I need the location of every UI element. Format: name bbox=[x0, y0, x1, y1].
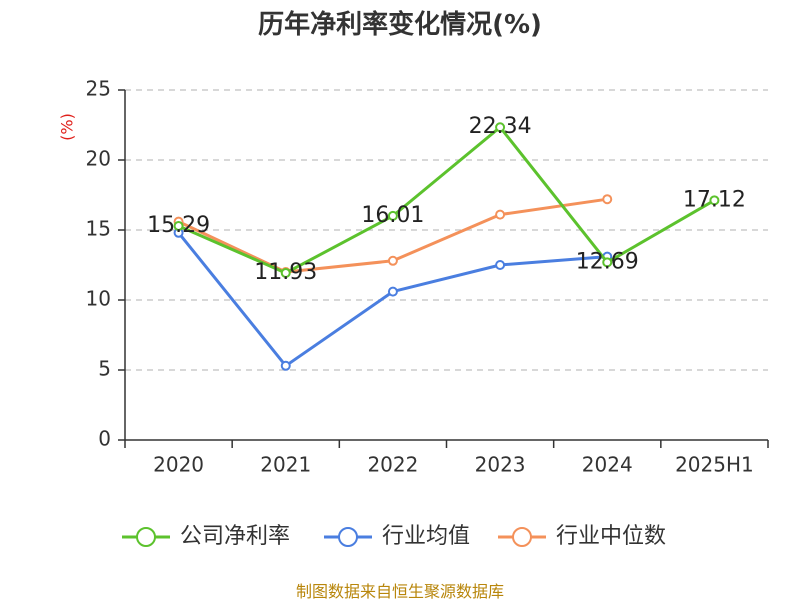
source-note: 制图数据来自恒生聚源数据库 bbox=[295, 582, 504, 601]
legend-item: 行业中位数 bbox=[498, 524, 666, 549]
data-point bbox=[495, 122, 506, 133]
y-tick-label: 0 bbox=[98, 427, 111, 451]
y-tick-label: 15 bbox=[86, 217, 111, 241]
data-label: 11.93 bbox=[254, 260, 317, 285]
data-label: 16.01 bbox=[361, 203, 424, 228]
data-point bbox=[280, 360, 291, 371]
grid-lines bbox=[125, 89, 768, 371]
x-tick-label: 2024 bbox=[582, 453, 633, 477]
data-label: 22.34 bbox=[469, 114, 532, 139]
series-0 bbox=[173, 122, 720, 278]
y-tick-label: 20 bbox=[86, 147, 111, 171]
series-lines bbox=[173, 122, 720, 371]
legend-item: 公司净利率 bbox=[122, 524, 290, 549]
legend-item: 行业均值 bbox=[324, 524, 470, 549]
axes: 0 5 10 15 20 25 2020 2021 2022 2023 2024 2025H1 bbox=[86, 77, 769, 477]
legend-label: 行业均值 bbox=[382, 524, 470, 549]
y-tick-label: 5 bbox=[98, 357, 111, 381]
data-point bbox=[495, 209, 506, 220]
legend-label: 公司净利率 bbox=[180, 524, 290, 549]
y-tick-label: 25 bbox=[86, 77, 111, 101]
data-labels: 15.29 11.93 16.01 22.34 12.69 17.12 bbox=[147, 114, 746, 285]
data-point bbox=[280, 267, 291, 278]
data-point bbox=[173, 220, 184, 231]
data-point bbox=[602, 257, 613, 268]
legend: 公司净利率 行业均值 行业中位数 bbox=[122, 524, 666, 549]
data-point bbox=[709, 195, 720, 206]
data-label: 12.69 bbox=[576, 249, 639, 274]
x-tick-label: 2020 bbox=[153, 453, 204, 477]
y-axis-unit-label: (%) bbox=[58, 113, 77, 141]
x-tick-label: 2021 bbox=[260, 453, 311, 477]
data-point bbox=[387, 286, 398, 297]
data-point bbox=[602, 194, 613, 205]
legend-marker bbox=[338, 527, 358, 547]
legend-label: 行业中位数 bbox=[556, 524, 666, 549]
data-point bbox=[387, 255, 398, 266]
data-label: 17.12 bbox=[683, 187, 746, 212]
x-tick-label: 2025H1 bbox=[675, 453, 754, 477]
x-tick-label: 2022 bbox=[367, 453, 418, 477]
chart-title: 历年净利率变化情况(%) bbox=[258, 10, 542, 40]
y-tick-label: 10 bbox=[86, 287, 111, 311]
legend-marker bbox=[136, 527, 156, 547]
data-point bbox=[495, 260, 506, 270]
legend-marker bbox=[512, 527, 532, 547]
series-line bbox=[177, 125, 716, 275]
data-label: 15.29 bbox=[147, 213, 210, 238]
data-point bbox=[387, 210, 398, 221]
x-tick-label: 2023 bbox=[475, 453, 526, 477]
